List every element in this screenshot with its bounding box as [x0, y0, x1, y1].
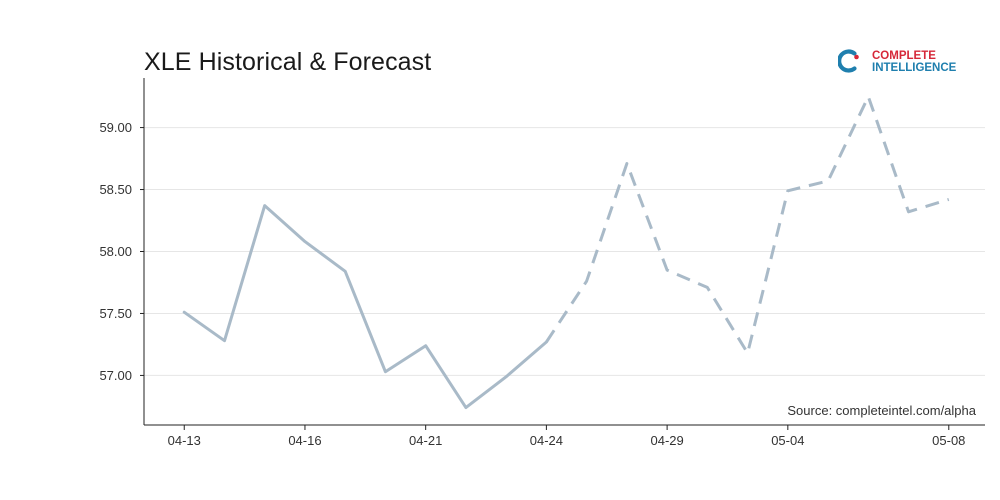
historical-series-line: [182, 204, 548, 410]
x-tick-label: 05-04: [771, 433, 804, 448]
y-tick-label: 59.00: [99, 120, 132, 135]
x-tick-label: 05-08: [932, 433, 965, 448]
logo-dot-icon: [854, 54, 859, 60]
y-tick-label: 57.50: [99, 306, 132, 321]
logo-c-icon: [838, 49, 857, 73]
brand-logo: COMPLETE INTELLIGENCE: [838, 49, 957, 74]
y-tick-label: 57.00: [99, 368, 132, 383]
x-tick-label: 04-13: [168, 433, 201, 448]
logo-line2: INTELLIGENCE: [872, 62, 957, 74]
x-tick-label: 04-21: [409, 433, 442, 448]
x-tick-label: 04-16: [288, 433, 321, 448]
y-tick-label: 58.50: [99, 182, 132, 197]
forecast-series-line: [545, 95, 950, 355]
chart-title: XLE Historical & Forecast: [144, 48, 432, 76]
x-tick-label: 04-24: [530, 433, 563, 448]
source-note: Source: completeintel.com/alpha: [787, 403, 976, 418]
y-tick-label: 58.00: [99, 244, 132, 259]
x-tick-label: 04-29: [650, 433, 683, 448]
logo-line1: COMPLETE: [872, 50, 936, 62]
